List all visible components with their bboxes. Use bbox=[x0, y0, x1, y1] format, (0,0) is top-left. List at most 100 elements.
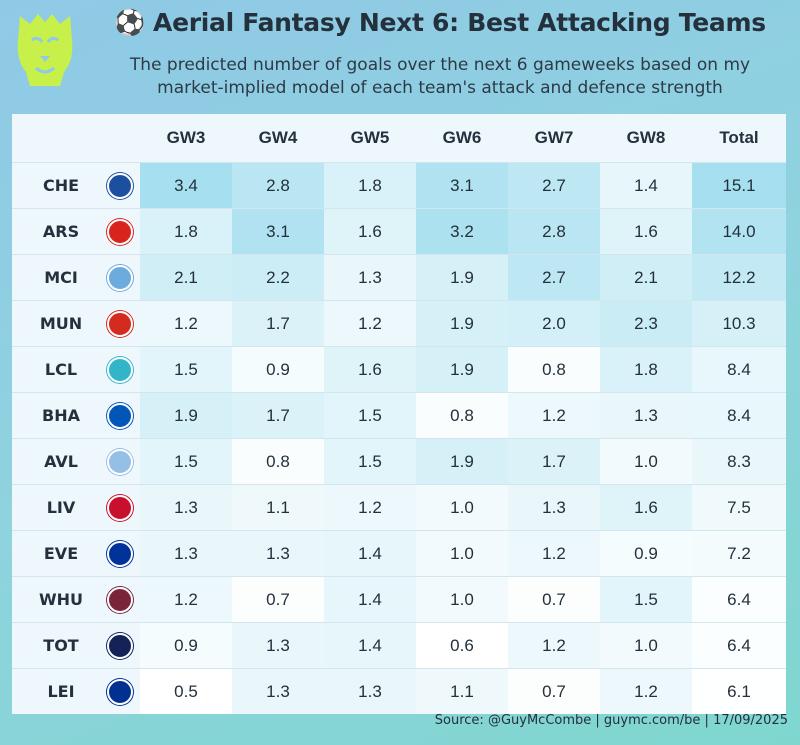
table-row: MCI 2.1 2.2 1.3 1.9 2.7 2.1 12.2 bbox=[12, 254, 786, 301]
source-credit: Source: @GuyMcCombe | guymc.com/be | 17/… bbox=[434, 713, 788, 728]
man-utd-badge-icon bbox=[107, 310, 133, 337]
team-name: MCI bbox=[12, 254, 100, 301]
goals-cell: 0.9 bbox=[600, 530, 692, 577]
goals-table-grid: GW3 GW4 GW5 GW6 GW7 GW8 Total CHE 3.4 2.8 1.8 3.1 2… bbox=[12, 114, 786, 714]
goals-cell: 2.1 bbox=[140, 254, 232, 301]
goals-cell: 1.7 bbox=[232, 392, 324, 439]
team-name: CHE bbox=[12, 162, 100, 209]
goals-cell: 0.6 bbox=[416, 622, 508, 669]
goals-cell: 1.5 bbox=[324, 438, 416, 485]
team-badge-cell bbox=[100, 622, 140, 669]
goals-cell: 3.1 bbox=[416, 162, 508, 209]
chelsea-badge-icon bbox=[107, 172, 133, 199]
team-badge-cell bbox=[100, 392, 140, 439]
column-header-gw6: GW6 bbox=[416, 114, 508, 163]
goals-cell: 1.3 bbox=[140, 484, 232, 531]
goals-cell: 2.8 bbox=[508, 208, 600, 255]
goals-cell: 1.5 bbox=[600, 576, 692, 623]
goals-cell: 1.8 bbox=[600, 346, 692, 393]
table-row: AVL 1.5 0.8 1.5 1.9 1.7 1.0 8.3 bbox=[12, 438, 786, 485]
goals-cell: 1.3 bbox=[324, 668, 416, 714]
goals-cell: 1.2 bbox=[508, 530, 600, 577]
team-name: BHA bbox=[12, 392, 100, 439]
brighton-badge-icon bbox=[107, 402, 133, 429]
goals-cell: 1.5 bbox=[140, 438, 232, 485]
goals-cell: 1.8 bbox=[140, 208, 232, 255]
table-row: LCL 1.5 0.9 1.6 1.9 0.8 1.8 8.4 bbox=[12, 346, 786, 393]
team-badge-cell bbox=[100, 576, 140, 623]
team-name: LEI bbox=[12, 668, 100, 714]
goals-cell: 1.3 bbox=[232, 668, 324, 714]
liverpool-badge-icon bbox=[107, 494, 133, 521]
aston-villa-badge-icon bbox=[107, 448, 133, 475]
man-city-badge-icon bbox=[107, 264, 133, 291]
goals-cell: 1.6 bbox=[600, 208, 692, 255]
goals-cell: 1.3 bbox=[140, 530, 232, 577]
total-cell: 6.4 bbox=[692, 622, 786, 669]
team-badge-cell bbox=[100, 254, 140, 301]
lcl-badge-icon bbox=[107, 356, 133, 383]
table-row: LIV 1.3 1.1 1.2 1.0 1.3 1.6 7.5 bbox=[12, 484, 786, 531]
team-name: EVE bbox=[12, 530, 100, 577]
goals-cell: 0.9 bbox=[140, 622, 232, 669]
goals-cell: 1.2 bbox=[140, 576, 232, 623]
team-badge-cell bbox=[100, 346, 140, 393]
goals-cell: 1.3 bbox=[600, 392, 692, 439]
table-row: CHE 3.4 2.8 1.8 3.1 2.7 1.4 15.1 bbox=[12, 162, 786, 209]
goals-cell: 1.9 bbox=[416, 438, 508, 485]
goals-cell: 1.2 bbox=[324, 484, 416, 531]
column-header-gw7: GW7 bbox=[508, 114, 600, 163]
goals-cell: 1.9 bbox=[140, 392, 232, 439]
lion-logo-icon bbox=[17, 14, 73, 86]
table-row: WHU 1.2 0.7 1.4 1.0 0.7 1.5 6.4 bbox=[12, 576, 786, 623]
goals-cell: 1.7 bbox=[232, 300, 324, 347]
goals-cell: 1.3 bbox=[508, 484, 600, 531]
table-row: LEI 0.5 1.3 1.3 1.1 0.7 1.2 6.1 bbox=[12, 668, 786, 714]
goals-cell: 2.7 bbox=[508, 162, 600, 209]
goals-cell: 0.7 bbox=[508, 668, 600, 714]
west-ham-badge-icon bbox=[107, 586, 133, 613]
team-name: TOT bbox=[12, 622, 100, 669]
goals-cell: 0.5 bbox=[140, 668, 232, 714]
goals-cell: 0.7 bbox=[508, 576, 600, 623]
column-header-gw4: GW4 bbox=[232, 114, 324, 163]
team-name: ARS bbox=[12, 208, 100, 255]
goals-cell: 1.5 bbox=[324, 392, 416, 439]
goals-cell: 1.3 bbox=[232, 622, 324, 669]
goals-cell: 3.1 bbox=[232, 208, 324, 255]
column-header-gw8: GW8 bbox=[600, 114, 692, 163]
goals-cell: 1.6 bbox=[324, 208, 416, 255]
total-cell: 10.3 bbox=[692, 300, 786, 347]
goals-cell: 2.3 bbox=[600, 300, 692, 347]
goals-cell: 3.4 bbox=[140, 162, 232, 209]
column-header-gw5: GW5 bbox=[324, 114, 416, 163]
goals-cell: 1.1 bbox=[232, 484, 324, 531]
soccer-ball-icon: ⚽ bbox=[114, 8, 146, 37]
tottenham-badge-icon bbox=[107, 632, 133, 659]
team-name: LIV bbox=[12, 484, 100, 531]
goals-cell: 1.0 bbox=[416, 576, 508, 623]
team-badge-cell bbox=[100, 162, 140, 209]
goals-cell: 1.0 bbox=[416, 484, 508, 531]
header-badge bbox=[100, 114, 140, 163]
column-header-total: Total bbox=[692, 114, 786, 163]
table-row: MUN 1.2 1.7 1.2 1.9 2.0 2.3 10.3 bbox=[12, 300, 786, 347]
goals-cell: 0.8 bbox=[508, 346, 600, 393]
table-header-row: GW3 GW4 GW5 GW6 GW7 GW8 Total bbox=[12, 114, 786, 163]
goals-cell: 1.2 bbox=[508, 392, 600, 439]
goals-cell: 1.2 bbox=[324, 300, 416, 347]
goals-cell: 1.3 bbox=[324, 254, 416, 301]
subtitle-line-2: market-implied model of each team's atta… bbox=[157, 78, 723, 98]
arsenal-badge-icon bbox=[107, 218, 133, 245]
goals-cell: 2.1 bbox=[600, 254, 692, 301]
goals-cell: 1.7 bbox=[508, 438, 600, 485]
leicester-badge-icon bbox=[107, 678, 133, 705]
goals-cell: 1.4 bbox=[324, 576, 416, 623]
team-name: WHU bbox=[12, 576, 100, 623]
total-cell: 8.4 bbox=[692, 346, 786, 393]
goals-cell: 1.4 bbox=[324, 622, 416, 669]
goals-cell: 1.2 bbox=[600, 668, 692, 714]
goals-cell: 0.9 bbox=[232, 346, 324, 393]
team-badge-cell bbox=[100, 438, 140, 485]
goals-cell: 1.4 bbox=[600, 162, 692, 209]
